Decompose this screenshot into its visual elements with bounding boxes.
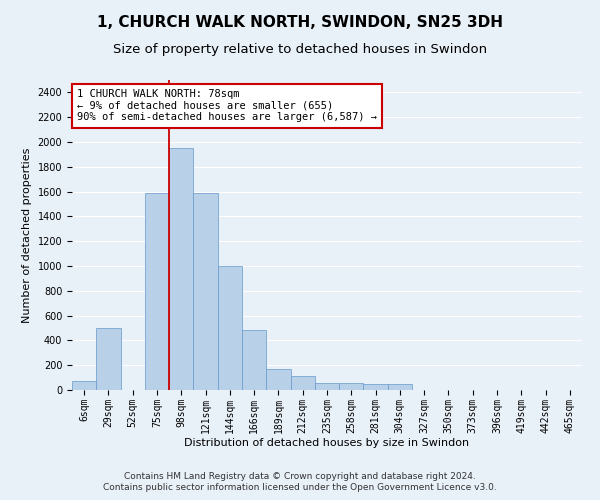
- Text: Contains HM Land Registry data © Crown copyright and database right 2024.
Contai: Contains HM Land Registry data © Crown c…: [103, 472, 497, 492]
- Bar: [242, 330, 266, 390]
- Bar: [266, 369, 290, 390]
- Bar: [72, 382, 96, 390]
- Bar: [315, 382, 339, 390]
- Bar: [388, 384, 412, 390]
- Bar: [339, 382, 364, 390]
- Bar: [193, 193, 218, 390]
- Text: 1, CHURCH WALK NORTH, SWINDON, SN25 3DH: 1, CHURCH WALK NORTH, SWINDON, SN25 3DH: [97, 15, 503, 30]
- Bar: [364, 384, 388, 390]
- Text: 1 CHURCH WALK NORTH: 78sqm
← 9% of detached houses are smaller (655)
90% of semi: 1 CHURCH WALK NORTH: 78sqm ← 9% of detac…: [77, 90, 377, 122]
- Bar: [290, 376, 315, 390]
- Bar: [145, 193, 169, 390]
- Text: Size of property relative to detached houses in Swindon: Size of property relative to detached ho…: [113, 42, 487, 56]
- Bar: [169, 148, 193, 390]
- Bar: [218, 266, 242, 390]
- Y-axis label: Number of detached properties: Number of detached properties: [22, 148, 32, 322]
- X-axis label: Distribution of detached houses by size in Swindon: Distribution of detached houses by size …: [184, 438, 470, 448]
- Bar: [96, 328, 121, 390]
